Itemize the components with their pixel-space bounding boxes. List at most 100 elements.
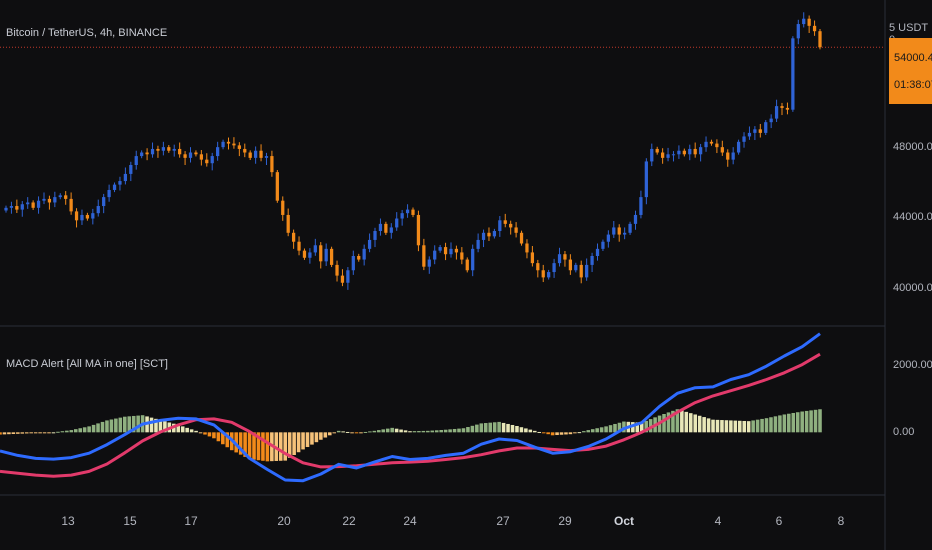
histogram-bar	[764, 418, 769, 433]
histogram-bar	[555, 432, 559, 436]
histogram-bar	[399, 429, 403, 433]
histogram-bar	[773, 416, 778, 433]
histogram-bar	[96, 423, 100, 433]
candle-body	[753, 129, 757, 133]
candle-body	[465, 259, 469, 271]
histogram-bar	[78, 428, 82, 433]
histogram-bar	[283, 432, 287, 461]
candle-body	[53, 197, 57, 203]
histogram-bar	[452, 428, 457, 433]
candle-body	[590, 255, 594, 265]
histogram-bar	[483, 423, 488, 433]
candle-body	[628, 223, 632, 233]
candle-body	[704, 141, 708, 148]
histogram-bar	[368, 431, 372, 433]
candle-body	[650, 148, 654, 162]
candle-body	[74, 211, 79, 221]
candle-body	[69, 198, 73, 212]
symbol-title[interactable]: Bitcoin / TetherUS, 4h, BINANCE	[6, 27, 168, 39]
histogram-bar	[590, 429, 595, 433]
candle-body	[536, 263, 540, 271]
histogram-bar	[720, 420, 724, 433]
candle-body	[671, 154, 676, 156]
histogram-bar	[461, 428, 466, 433]
candle-body	[47, 198, 52, 203]
candle-body	[411, 209, 415, 215]
candle-body	[541, 270, 545, 278]
candle-body	[818, 31, 822, 48]
candle-body	[416, 214, 421, 246]
histogram-bar	[60, 431, 65, 433]
candle-body	[243, 148, 247, 153]
candle-body	[449, 248, 453, 255]
candle-body	[709, 141, 714, 144]
histogram-bar	[131, 415, 136, 433]
candle-body	[807, 18, 811, 26]
candle-body	[644, 161, 648, 198]
candle-body	[774, 106, 779, 119]
histogram-bar	[778, 415, 782, 433]
candle-body	[253, 150, 258, 158]
candle-body	[487, 232, 491, 237]
candle-body	[297, 241, 301, 251]
histogram-bar	[65, 430, 69, 433]
candle-body	[384, 223, 388, 233]
candle-body	[606, 234, 610, 242]
candle-body	[601, 241, 605, 249]
candle-body	[4, 207, 8, 211]
histogram-bar	[639, 422, 644, 433]
histogram-bar	[2, 432, 7, 435]
candle-body	[785, 107, 790, 110]
histogram-bar	[310, 432, 314, 445]
candle-body	[329, 248, 334, 265]
histogram-bar	[608, 425, 613, 433]
histogram-bar	[813, 409, 818, 433]
candle-body	[367, 239, 372, 249]
candle-body	[264, 156, 269, 158]
candle-body	[736, 141, 741, 153]
histogram-bar	[769, 417, 773, 433]
candle-body	[275, 172, 279, 201]
candle-body	[688, 148, 692, 155]
histogram-bar	[693, 414, 697, 433]
histogram-bar	[350, 432, 354, 434]
histogram-bar	[537, 431, 542, 433]
histogram-bar	[372, 430, 377, 433]
histogram-bar	[733, 420, 738, 433]
candle-body	[58, 195, 62, 198]
candle-body	[232, 143, 236, 146]
histogram-bar	[666, 412, 671, 433]
histogram-bar	[742, 420, 747, 433]
indicator-title[interactable]: MACD Alert [All MA in one] [SCT]	[6, 358, 168, 370]
candle-body	[530, 252, 535, 264]
candle-body	[796, 24, 800, 39]
candle-body	[9, 206, 14, 208]
candle-body	[585, 264, 589, 278]
candle-body	[319, 245, 323, 262]
histogram-bar	[296, 432, 301, 453]
histogram-bar	[412, 431, 417, 433]
histogram-bar	[149, 417, 154, 433]
candle-body	[259, 150, 263, 158]
candle-body	[80, 214, 84, 221]
candle-body	[726, 152, 730, 160]
candle-body	[715, 143, 719, 148]
candle-body	[167, 147, 171, 151]
candle-body	[308, 252, 312, 258]
histogram-bar	[189, 429, 194, 433]
candle-body	[226, 141, 231, 144]
histogram-bar	[216, 432, 221, 442]
histogram-bar	[354, 432, 359, 434]
candle-body	[498, 220, 502, 232]
histogram-bar	[729, 420, 733, 433]
histogram-bar	[622, 421, 626, 433]
last-price-badge: 54000.45 01:38:07	[889, 38, 932, 104]
candle-body	[791, 38, 795, 110]
histogram-bar	[675, 409, 680, 433]
histogram-bar	[506, 423, 510, 433]
candle-body	[655, 148, 659, 153]
histogram-bar	[582, 431, 586, 433]
candle-body	[216, 147, 220, 157]
candle-body	[302, 250, 307, 258]
histogram-bar	[604, 426, 608, 433]
